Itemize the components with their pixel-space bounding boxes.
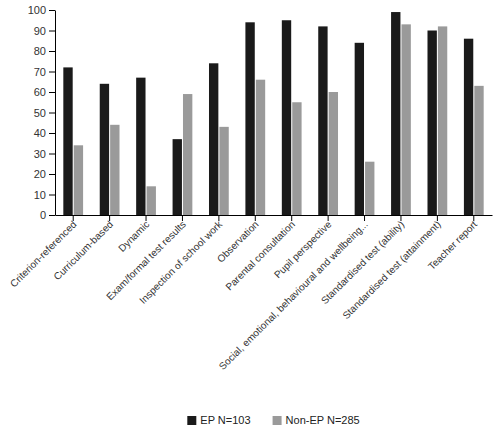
bar	[292, 102, 301, 215]
x-tick-mark	[291, 215, 292, 221]
legend: EP N=103 Non-EP N=285	[187, 414, 359, 426]
x-tick-mark	[182, 215, 183, 221]
y-tick-mark	[49, 51, 55, 52]
x-tick-mark	[473, 215, 474, 221]
y-tick: 60	[34, 86, 55, 98]
y-tick-mark	[49, 92, 55, 93]
bar	[282, 20, 291, 215]
x-tick: Standardised test (attainment)	[340, 215, 443, 321]
bar	[136, 78, 145, 215]
x-tick-label: Teacher report	[426, 218, 480, 272]
chart: 0 10 20 30 40 50 60 70 80 90 100 Criterion-referenc…	[0, 0, 500, 434]
y-tick: 70	[34, 66, 55, 78]
bar	[256, 80, 265, 215]
legend-item: Non-EP N=285	[273, 414, 360, 426]
x-tick: Inspection of school work	[137, 215, 225, 306]
x-tick: Dynamic	[116, 215, 151, 254]
legend-label: Non-EP N=285	[286, 414, 360, 426]
x-tick-mark	[364, 215, 365, 221]
x-tick: Curriculum-based	[51, 215, 115, 282]
bar	[318, 26, 327, 215]
y-tick-label: 30	[34, 148, 46, 160]
x-tick: Criterion-referenced	[8, 215, 79, 289]
x-tick-label: Parental consultation	[223, 219, 297, 293]
y-tick: 20	[34, 168, 55, 180]
bar	[464, 39, 473, 215]
y-axis: 0 10 20 30 40 50 60 70 80 90 100	[28, 4, 56, 221]
x-tick-mark	[73, 215, 74, 221]
bars	[63, 12, 483, 215]
y-tick: 100	[28, 4, 55, 16]
y-tick: 50	[34, 107, 55, 119]
bar	[209, 63, 218, 215]
y-tick-mark	[49, 72, 55, 73]
y-tick: 0	[40, 209, 55, 221]
x-axis: Criterion-referencedCurriculum-basedDyna…	[8, 215, 493, 372]
legend-item: EP N=103	[187, 414, 250, 426]
bar	[365, 162, 374, 215]
bar	[391, 12, 400, 215]
y-tick-mark	[49, 215, 55, 216]
bar	[183, 94, 192, 215]
x-tick-mark	[437, 215, 438, 221]
bar	[147, 186, 156, 215]
bar	[173, 139, 182, 215]
y-tick-mark	[49, 195, 55, 196]
x-tick-label: Criterion-referenced	[8, 219, 79, 290]
bar	[438, 26, 447, 215]
y-tick-label: 100	[28, 4, 46, 16]
x-tick-mark	[400, 215, 401, 221]
x-tick-label: Curriculum-based	[51, 219, 115, 283]
legend-label: EP N=103	[200, 414, 250, 426]
x-tick-label: Inspection of school work	[137, 218, 225, 306]
x-tick-mark	[218, 215, 219, 221]
x-tick-mark	[328, 215, 329, 221]
x-tick-mark	[146, 215, 147, 221]
bar	[427, 31, 436, 216]
x-tick: Teacher report	[426, 215, 480, 272]
x-tick-mark	[255, 215, 256, 221]
y-tick-label: 0	[40, 209, 46, 221]
bar	[355, 43, 364, 215]
y-tick-label: 40	[34, 127, 46, 139]
y-tick: 80	[34, 45, 55, 57]
y-tick-label: 90	[34, 25, 46, 37]
y-tick: 30	[34, 148, 55, 160]
y-tick-label: 80	[34, 45, 46, 57]
bar	[474, 86, 483, 215]
y-tick: 10	[34, 189, 55, 201]
x-tick-label: Social, emotional, behavioural and wellb…	[217, 219, 370, 372]
x-tick-mark	[109, 215, 110, 221]
y-tick-mark	[49, 31, 55, 32]
x-tick: Social, emotional, behavioural and wellb…	[217, 215, 370, 372]
y-tick-label: 50	[34, 107, 46, 119]
x-tick-label: Standardised test (attainment)	[340, 219, 443, 322]
bar	[63, 67, 72, 215]
bar	[401, 24, 410, 215]
y-tick-mark	[49, 154, 55, 155]
bar	[74, 145, 83, 215]
y-tick: 90	[34, 25, 55, 37]
plot: 0 10 20 30 40 50 60 70 80 90 100 Criterion-referenc…	[8, 4, 493, 372]
legend-swatch	[273, 416, 282, 425]
y-tick-mark	[49, 174, 55, 175]
y-axis-line	[55, 11, 56, 216]
y-tick-label: 20	[34, 168, 46, 180]
legend-swatch	[187, 416, 196, 425]
bar	[219, 127, 228, 215]
bar	[100, 84, 109, 215]
y-tick: 40	[34, 127, 55, 139]
bar	[245, 22, 254, 215]
y-tick-label: 70	[34, 66, 46, 78]
bar	[329, 92, 338, 215]
y-tick-label: 60	[34, 86, 46, 98]
y-tick-mark	[49, 133, 55, 134]
y-tick-mark	[49, 10, 55, 11]
x-axis-line	[56, 215, 493, 216]
x-tick-label: Dynamic	[116, 219, 151, 254]
y-tick-label: 10	[34, 189, 46, 201]
y-tick-mark	[49, 113, 55, 114]
x-tick: Parental consultation	[223, 215, 297, 292]
bar	[110, 125, 119, 215]
